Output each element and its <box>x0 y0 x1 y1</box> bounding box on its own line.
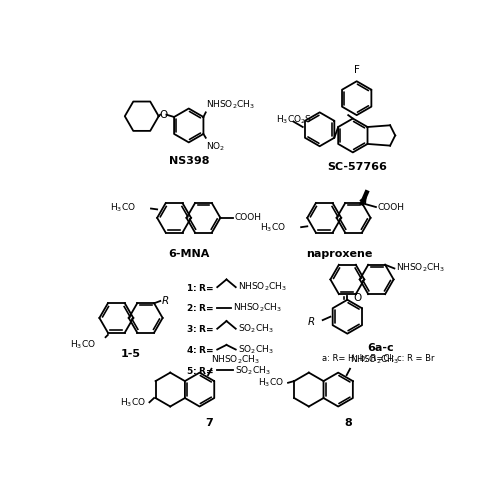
Text: SO$_2$CH$_3$: SO$_2$CH$_3$ <box>238 322 274 335</box>
Text: a: R= H; b: R=Cl; c: R = Br: a: R= H; b: R=Cl; c: R = Br <box>322 354 435 362</box>
Text: F: F <box>354 65 360 75</box>
Text: 8: 8 <box>344 418 352 428</box>
Text: 6-MNA: 6-MNA <box>168 248 210 258</box>
Text: NHSO$_2$CH$_3$: NHSO$_2$CH$_3$ <box>350 354 399 366</box>
Text: NS398: NS398 <box>168 156 209 166</box>
Text: NHSO$_2$CH$_3$: NHSO$_2$CH$_3$ <box>233 302 282 314</box>
Text: $\mathbf{1}$: R=: $\mathbf{1}$: R= <box>186 282 214 292</box>
Text: naproxene: naproxene <box>306 248 372 258</box>
Text: NHSO$_2$CH$_3$: NHSO$_2$CH$_3$ <box>238 281 287 293</box>
Text: 7: 7 <box>206 418 213 428</box>
Text: H$_3$CO: H$_3$CO <box>110 202 136 214</box>
Text: COOH: COOH <box>378 202 405 211</box>
Text: H$_3$CO: H$_3$CO <box>120 397 146 409</box>
Text: SC-57766: SC-57766 <box>327 162 387 172</box>
Text: H$_3$CO: H$_3$CO <box>70 338 95 351</box>
Text: R: R <box>162 296 169 306</box>
Text: $\mathbf{3}$: R=: $\mathbf{3}$: R= <box>186 323 214 334</box>
Text: R: R <box>308 317 315 327</box>
Text: NHSO$_2$CH$_3$: NHSO$_2$CH$_3$ <box>396 262 445 274</box>
Text: 6a-c: 6a-c <box>367 343 394 353</box>
Text: O: O <box>353 293 362 303</box>
Text: NO$_2$: NO$_2$ <box>206 140 225 152</box>
Text: COOH: COOH <box>234 214 261 222</box>
Text: $\mathbf{5}$: R=: $\mathbf{5}$: R= <box>186 365 214 376</box>
Text: SO$_2$CH$_3$: SO$_2$CH$_3$ <box>235 364 271 376</box>
Text: $\mathbf{2}$: R=: $\mathbf{2}$: R= <box>186 302 214 314</box>
Text: H$_3$CO: H$_3$CO <box>260 222 286 234</box>
Text: NHSO$_2$CH$_3$: NHSO$_2$CH$_3$ <box>212 354 260 366</box>
Text: SO$_2$CH$_3$: SO$_2$CH$_3$ <box>238 344 274 356</box>
Text: $\mathbf{4}$: R=: $\mathbf{4}$: R= <box>186 344 214 355</box>
Text: H$_3$CO$_2$S: H$_3$CO$_2$S <box>276 114 312 126</box>
Text: H$_3$CO: H$_3$CO <box>258 376 284 389</box>
Text: NHSO$_2$CH$_3$: NHSO$_2$CH$_3$ <box>206 98 255 111</box>
Text: 1-5: 1-5 <box>121 349 141 359</box>
Text: O: O <box>159 110 167 120</box>
